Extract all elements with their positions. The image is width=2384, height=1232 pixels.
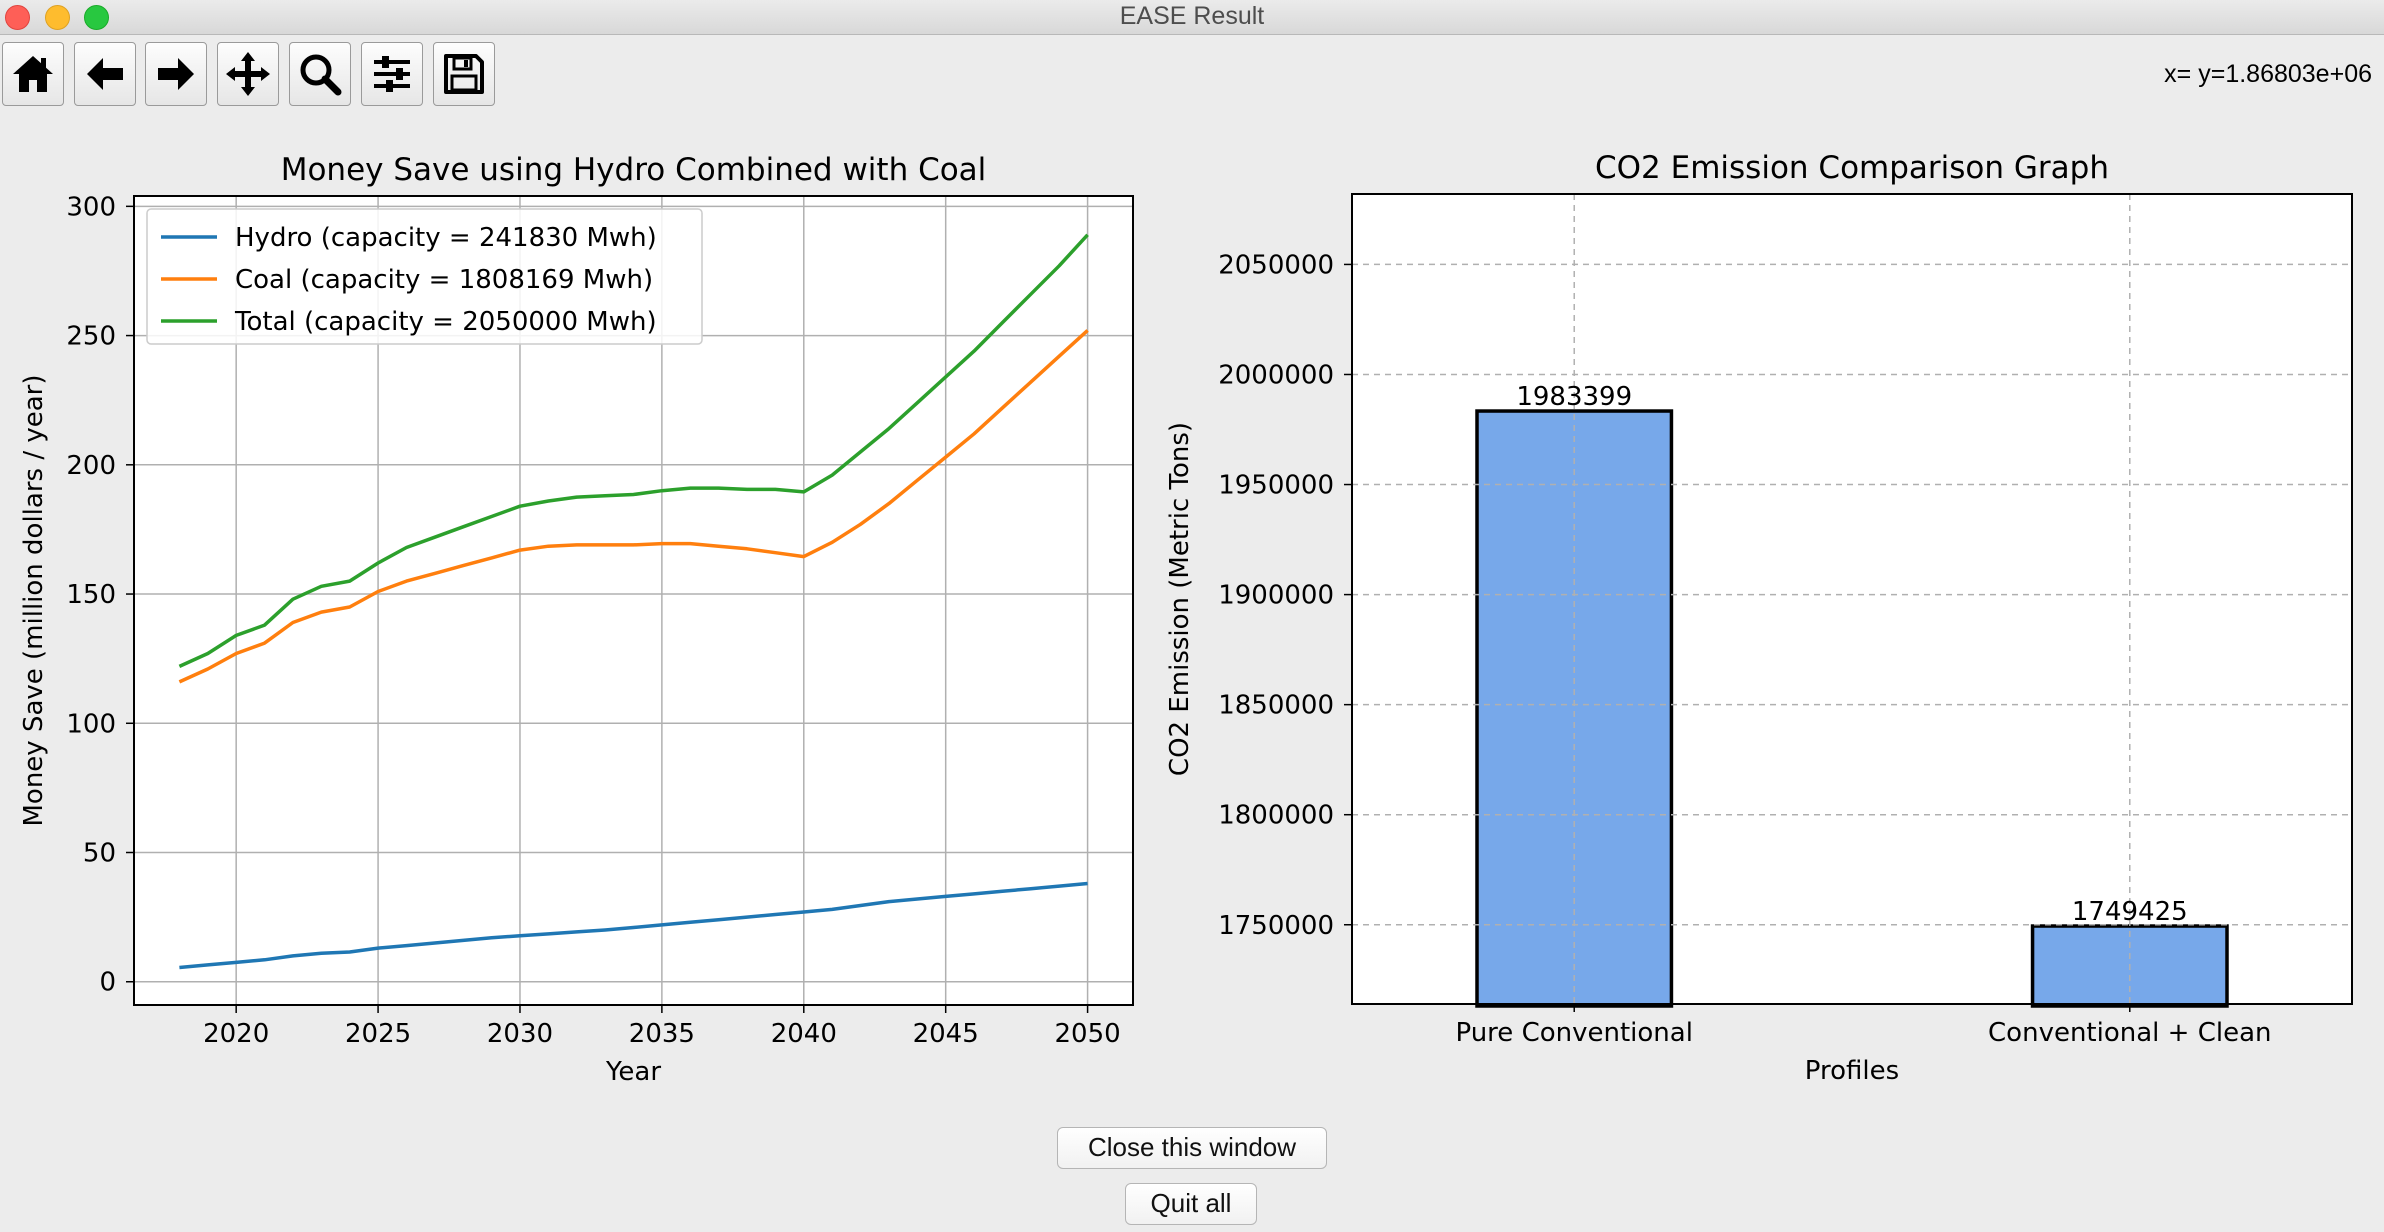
y-tick-label: 1900000: [1218, 581, 1334, 611]
cursor-coordinates: x= y=1.86803e+06: [2164, 60, 2372, 88]
close-window-button[interactable]: Close this window: [1057, 1127, 1327, 1169]
window-title: EASE Result: [1119, 2, 1265, 30]
x-tick-label: 2020: [203, 1019, 269, 1049]
floppy-disk-icon: [444, 54, 484, 94]
quit-all-button[interactable]: Quit all: [1125, 1183, 1257, 1225]
y-tick-label: 1950000: [1218, 471, 1334, 501]
y-tick-label: 2050000: [1218, 250, 1334, 280]
y-tick-label: 100: [66, 709, 116, 739]
home-button[interactable]: [2, 42, 64, 106]
legend-box: [146, 208, 703, 345]
series-line-0: [179, 881, 1088, 970]
bar-0: [1475, 409, 1674, 1008]
x-tick-label: 2030: [487, 1019, 553, 1049]
back-button[interactable]: [74, 42, 136, 106]
y-tick-label: 150: [66, 580, 116, 610]
close-window-icon[interactable]: [5, 5, 30, 30]
y-tick-label: 1750000: [1218, 911, 1334, 941]
y-tick-label: 0: [99, 968, 116, 998]
series-line-1: [178, 329, 1089, 684]
line-chart-money-save: 2020 2025 2030 2035 2040 2045 2050 0 50 100 150 200…: [19, 152, 1134, 1087]
series-line-2: [178, 233, 1089, 668]
x-tick-label: 2040: [771, 1019, 837, 1049]
pan-button[interactable]: [217, 42, 279, 106]
x-tick-label: 2045: [913, 1019, 979, 1049]
legend-entry-0: Hydro (capacity = 241830 Mwh): [235, 223, 657, 253]
chart-title: Money Save using Hydro Combined with Coa…: [281, 152, 987, 188]
sliders-icon: [374, 56, 410, 92]
chart-title: CO2 Emission Comparison Graph: [1595, 150, 2109, 186]
arrow-left-icon: [87, 58, 123, 90]
bar-value-label: 1983399: [1516, 382, 1632, 412]
legend-entry-1: Coal (capacity = 1808169 Mwh): [235, 265, 653, 295]
category-label: Pure Conventional: [1455, 1018, 1692, 1048]
x-tick-label: 2050: [1055, 1019, 1121, 1049]
x-axis-label: Year: [605, 1057, 661, 1087]
window-titlebar: EASE Result: [0, 0, 2384, 35]
plot-area-frame: [133, 195, 1134, 1006]
zoom-button[interactable]: [289, 42, 351, 106]
x-axis-label: Profiles: [1805, 1056, 1899, 1086]
y-axis-label: Money Save (million dollars / year): [19, 374, 49, 826]
y-tick-label: 300: [66, 192, 116, 222]
category-label: Conventional + Clean: [1988, 1018, 2271, 1048]
move-icon: [226, 52, 270, 96]
minimize-window-icon[interactable]: [45, 5, 70, 30]
y-tick-label: 2000000: [1218, 360, 1334, 390]
y-tick-label: 50: [83, 839, 116, 869]
figure-canvas[interactable]: 2020 2025 2030 2035 2040 2045 2050 0 50 100 150 200…: [0, 120, 2384, 1100]
y-axis-label: CO2 Emission (Metric Tons): [1165, 422, 1195, 776]
plot-area-frame: [1351, 193, 2353, 1005]
bar-chart-co2-emission: 1750000 1800000 1850000 1900000 1950000 20000…: [1165, 150, 2353, 1086]
y-tick-label: 1850000: [1218, 691, 1334, 721]
y-tick-label: 200: [66, 451, 116, 481]
save-button[interactable]: [433, 42, 495, 106]
forward-button[interactable]: [145, 42, 207, 106]
y-tick-label: 1800000: [1218, 801, 1334, 831]
legend-entry-2: Total (capacity = 2050000 Mwh): [234, 307, 657, 337]
bar-value-label: 1749425: [2072, 897, 2188, 927]
maximize-window-icon[interactable]: [84, 5, 109, 30]
configure-subplots-button[interactable]: [361, 42, 423, 106]
magnifier-icon: [300, 54, 342, 96]
arrow-right-icon: [158, 58, 194, 90]
x-tick-label: 2035: [629, 1019, 695, 1049]
home-icon: [13, 56, 53, 92]
y-tick-label: 250: [66, 322, 116, 352]
x-tick-label: 2025: [345, 1019, 411, 1049]
